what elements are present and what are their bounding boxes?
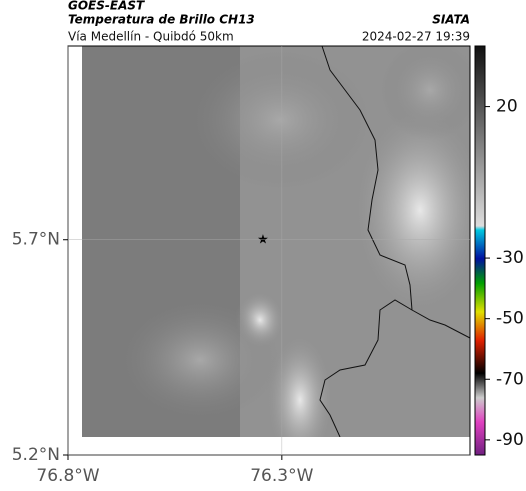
satellite: GOES-EAST bbox=[68, 0, 145, 13]
x-tick-label: 76.8°W bbox=[36, 466, 99, 486]
colorbar bbox=[474, 45, 486, 456]
colorbar-tick-label: -90 bbox=[496, 430, 524, 450]
colorbar-tick-label: -70 bbox=[496, 369, 524, 389]
imagery bbox=[82, 46, 470, 437]
colorbar-tick-label: -30 bbox=[496, 248, 524, 268]
x-tick-label: 76.3°W bbox=[250, 466, 313, 486]
colorbar-tick-label: -50 bbox=[496, 309, 524, 329]
y-tick-label: 5.7°N bbox=[12, 230, 60, 250]
location: Vía Medellín - Quibdó 50km bbox=[68, 30, 234, 44]
datetime: 2024-02-27 19:39 bbox=[362, 30, 470, 44]
colorbar-tick-label: 20 bbox=[496, 97, 518, 117]
product: Temperatura de Brillo CH13 bbox=[68, 13, 255, 27]
y-tick-label: 5.2°N bbox=[12, 445, 60, 465]
agency: SIATA bbox=[432, 13, 470, 27]
